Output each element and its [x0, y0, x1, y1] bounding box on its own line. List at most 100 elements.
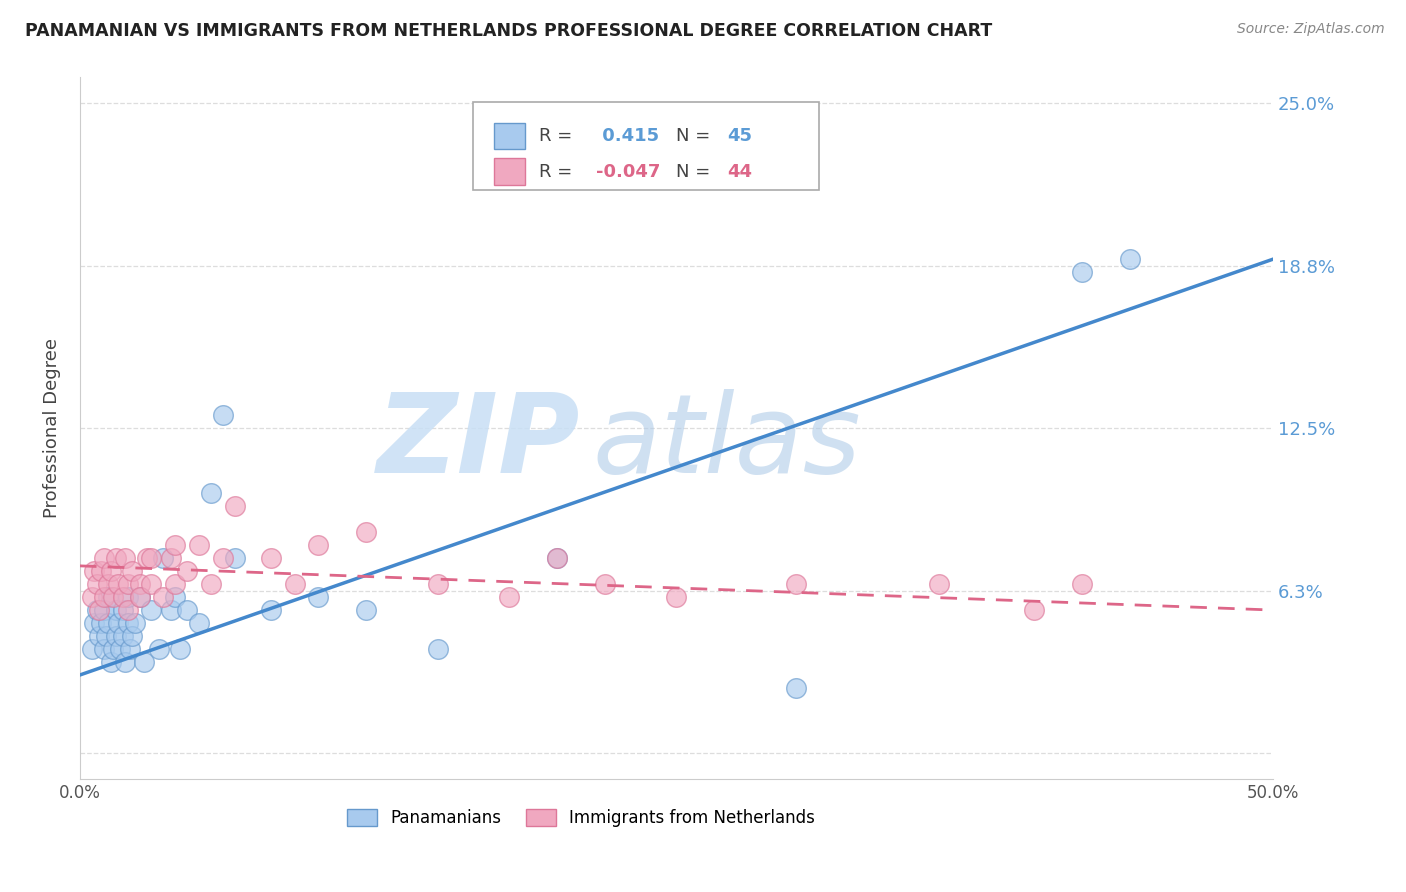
Text: 45: 45 [727, 128, 752, 145]
Point [103, 590, 125, 604]
Point [284, 577, 307, 591]
Point [86, 603, 108, 617]
Point [159, 603, 181, 617]
Bar [494, 123, 524, 150]
Point [93, 590, 115, 604]
Point [498, 590, 520, 604]
Point [117, 615, 139, 630]
Point [121, 564, 143, 578]
Text: 44: 44 [727, 162, 752, 181]
Point [104, 551, 127, 566]
Point [354, 603, 377, 617]
Point [928, 577, 950, 591]
Text: atlas: atlas [593, 389, 862, 496]
Point [141, 577, 163, 591]
Point [93, 642, 115, 657]
Point [94, 629, 117, 643]
Legend: Panamanians, Immigrants from Netherlands: Panamanians, Immigrants from Netherlands [340, 802, 821, 834]
Point [117, 603, 139, 617]
Point [212, 408, 235, 422]
Point [86, 577, 108, 591]
Point [188, 538, 211, 552]
Text: N =: N = [676, 128, 710, 145]
Point [224, 499, 246, 513]
Point [260, 603, 283, 617]
Point [141, 603, 163, 617]
Point [80, 642, 103, 657]
Point [593, 577, 616, 591]
Text: PANAMANIAN VS IMMIGRANTS FROM NETHERLANDS PROFESSIONAL DEGREE CORRELATION CHART: PANAMANIAN VS IMMIGRANTS FROM NETHERLAND… [25, 22, 993, 40]
Point [176, 564, 198, 578]
Point [83, 564, 105, 578]
FancyBboxPatch shape [474, 102, 820, 190]
Point [546, 551, 568, 566]
Point [200, 577, 222, 591]
Text: Source: ZipAtlas.com: Source: ZipAtlas.com [1237, 22, 1385, 37]
Text: R =: R = [538, 128, 572, 145]
Point [114, 551, 136, 566]
Point [93, 551, 115, 566]
Point [128, 577, 150, 591]
Point [83, 615, 105, 630]
Point [224, 551, 246, 566]
Point [176, 603, 198, 617]
Text: N =: N = [676, 162, 710, 181]
Point [307, 590, 329, 604]
Point [110, 642, 132, 657]
Point [1070, 577, 1092, 591]
Point [200, 486, 222, 500]
Point [426, 642, 449, 657]
Point [165, 577, 187, 591]
Point [124, 615, 146, 630]
Point [80, 590, 103, 604]
Point [104, 603, 127, 617]
Point [111, 603, 134, 617]
Text: R =: R = [538, 162, 572, 181]
Point [100, 564, 122, 578]
Point [87, 603, 110, 617]
Point [117, 590, 139, 604]
Point [128, 590, 150, 604]
Point [93, 603, 115, 617]
Point [97, 590, 120, 604]
Point [785, 577, 807, 591]
Point [107, 615, 129, 630]
Bar [494, 158, 524, 185]
Point [90, 564, 112, 578]
Point [100, 655, 122, 669]
Point [87, 629, 110, 643]
Point [260, 551, 283, 566]
Point [107, 577, 129, 591]
Point [354, 525, 377, 540]
Point [104, 629, 127, 643]
Point [111, 629, 134, 643]
Point [212, 551, 235, 566]
Point [103, 642, 125, 657]
Point [117, 577, 139, 591]
Y-axis label: Professional Degree: Professional Degree [44, 338, 60, 518]
Point [785, 681, 807, 695]
Point [546, 551, 568, 566]
Point [148, 642, 170, 657]
Point [152, 551, 174, 566]
Text: -0.047: -0.047 [596, 162, 661, 181]
Point [141, 551, 163, 566]
Point [665, 590, 688, 604]
Point [165, 538, 187, 552]
Point [128, 590, 150, 604]
Point [134, 655, 156, 669]
Point [90, 615, 112, 630]
Point [188, 615, 211, 630]
Point [97, 577, 120, 591]
Point [165, 590, 187, 604]
Point [1022, 603, 1045, 617]
Point [1118, 252, 1140, 267]
Point [169, 642, 191, 657]
Point [159, 551, 181, 566]
Point [426, 577, 449, 591]
Point [307, 538, 329, 552]
Text: ZIP: ZIP [377, 389, 581, 496]
Point [1070, 265, 1092, 279]
Point [135, 551, 157, 566]
Point [114, 655, 136, 669]
